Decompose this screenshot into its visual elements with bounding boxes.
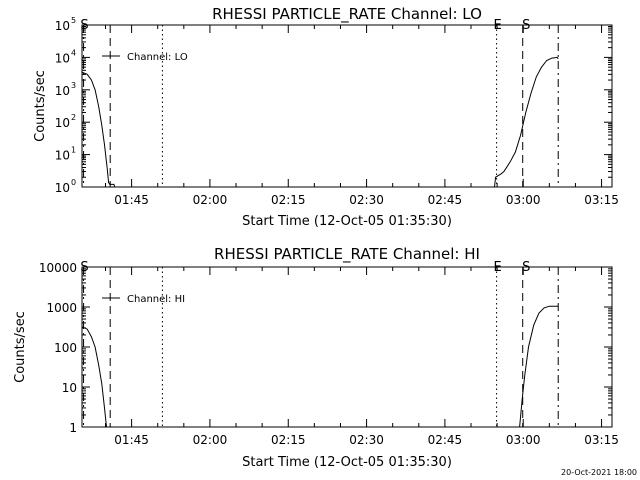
x-tick-label: 02:30 — [349, 193, 384, 207]
x-tick-label: 02:45 — [428, 433, 463, 447]
event-marker-label: S — [522, 18, 530, 33]
event-marker-label: E — [493, 18, 501, 33]
x-axis-label: Start Time (12-Oct-05 01:35:30) — [242, 214, 452, 229]
series-line — [81, 326, 107, 428]
y-tick-label-exponent: 5 — [71, 16, 76, 25]
chart-title: RHESSI PARTICLE_RATE Channel: LO — [212, 5, 482, 24]
plot-frame — [81, 24, 613, 188]
x-tick-label: 03:15 — [584, 433, 619, 447]
y-tick-label-base: 10 — [55, 19, 70, 33]
y-tick-label-exponent: 0 — [71, 178, 76, 187]
y-tick-label-base: 10 — [55, 84, 70, 98]
x-tick-label: 03:00 — [506, 433, 541, 447]
x-tick-label: 02:15 — [271, 193, 306, 207]
y-tick-label-base: 10 — [55, 181, 70, 195]
event-marker-label: S — [522, 260, 530, 275]
chart-title: RHESSI PARTICLE_RATE Channel: HI — [214, 245, 480, 264]
panel-hi: RHESSI PARTICLE_RATE Channel: HI Start Ti… — [13, 245, 619, 470]
x-tick-label: 01:45 — [114, 433, 149, 447]
x-tick-label: 02:00 — [193, 433, 228, 447]
y-axis-label: Counts/sec — [13, 311, 28, 383]
legend-label: Channel: HI — [127, 294, 185, 305]
y-axis-label: Counts/sec — [33, 70, 48, 142]
y-tick-label-base: 10 — [55, 116, 70, 130]
x-axis-label: Start Time (12-Oct-05 01:35:30) — [242, 455, 452, 470]
y-tick-label-exponent: 2 — [71, 113, 76, 122]
y-tick-label: 10 — [62, 381, 77, 395]
series-line — [81, 71, 116, 188]
panel-lo: RHESSI PARTICLE_RATE Channel: LO Start Ti… — [33, 5, 619, 229]
y-tick-label: 1 — [69, 421, 77, 435]
series-line — [494, 56, 559, 188]
y-tick-label-base: 10 — [55, 51, 70, 65]
y-tick-label-base: 10 — [55, 149, 70, 163]
x-tick-label: 02:45 — [428, 193, 463, 207]
y-tick-label: 1000 — [46, 301, 77, 315]
y-tick-label: 100 — [54, 341, 77, 355]
y-tick-label-exponent: 3 — [71, 81, 76, 90]
event-marker-label: E — [493, 260, 501, 275]
series-line — [519, 305, 559, 428]
plot-date-stamp: 20-Oct-2021 18:00 — [561, 468, 637, 477]
plot-frame — [81, 266, 613, 428]
legend-label: Channel: LO — [127, 52, 188, 63]
event-marker-label: S — [80, 18, 88, 33]
x-tick-label: 03:15 — [584, 193, 619, 207]
x-tick-label: 02:15 — [271, 433, 306, 447]
x-tick-label: 02:00 — [193, 193, 228, 207]
y-tick-label: 10000 — [39, 261, 77, 275]
x-tick-label: 01:45 — [114, 193, 149, 207]
y-tick-label-exponent: 4 — [71, 48, 76, 57]
event-marker-label: S — [80, 260, 88, 275]
x-tick-label: 03:00 — [506, 193, 541, 207]
y-tick-label-exponent: 1 — [71, 146, 76, 155]
x-tick-label: 02:30 — [349, 433, 384, 447]
